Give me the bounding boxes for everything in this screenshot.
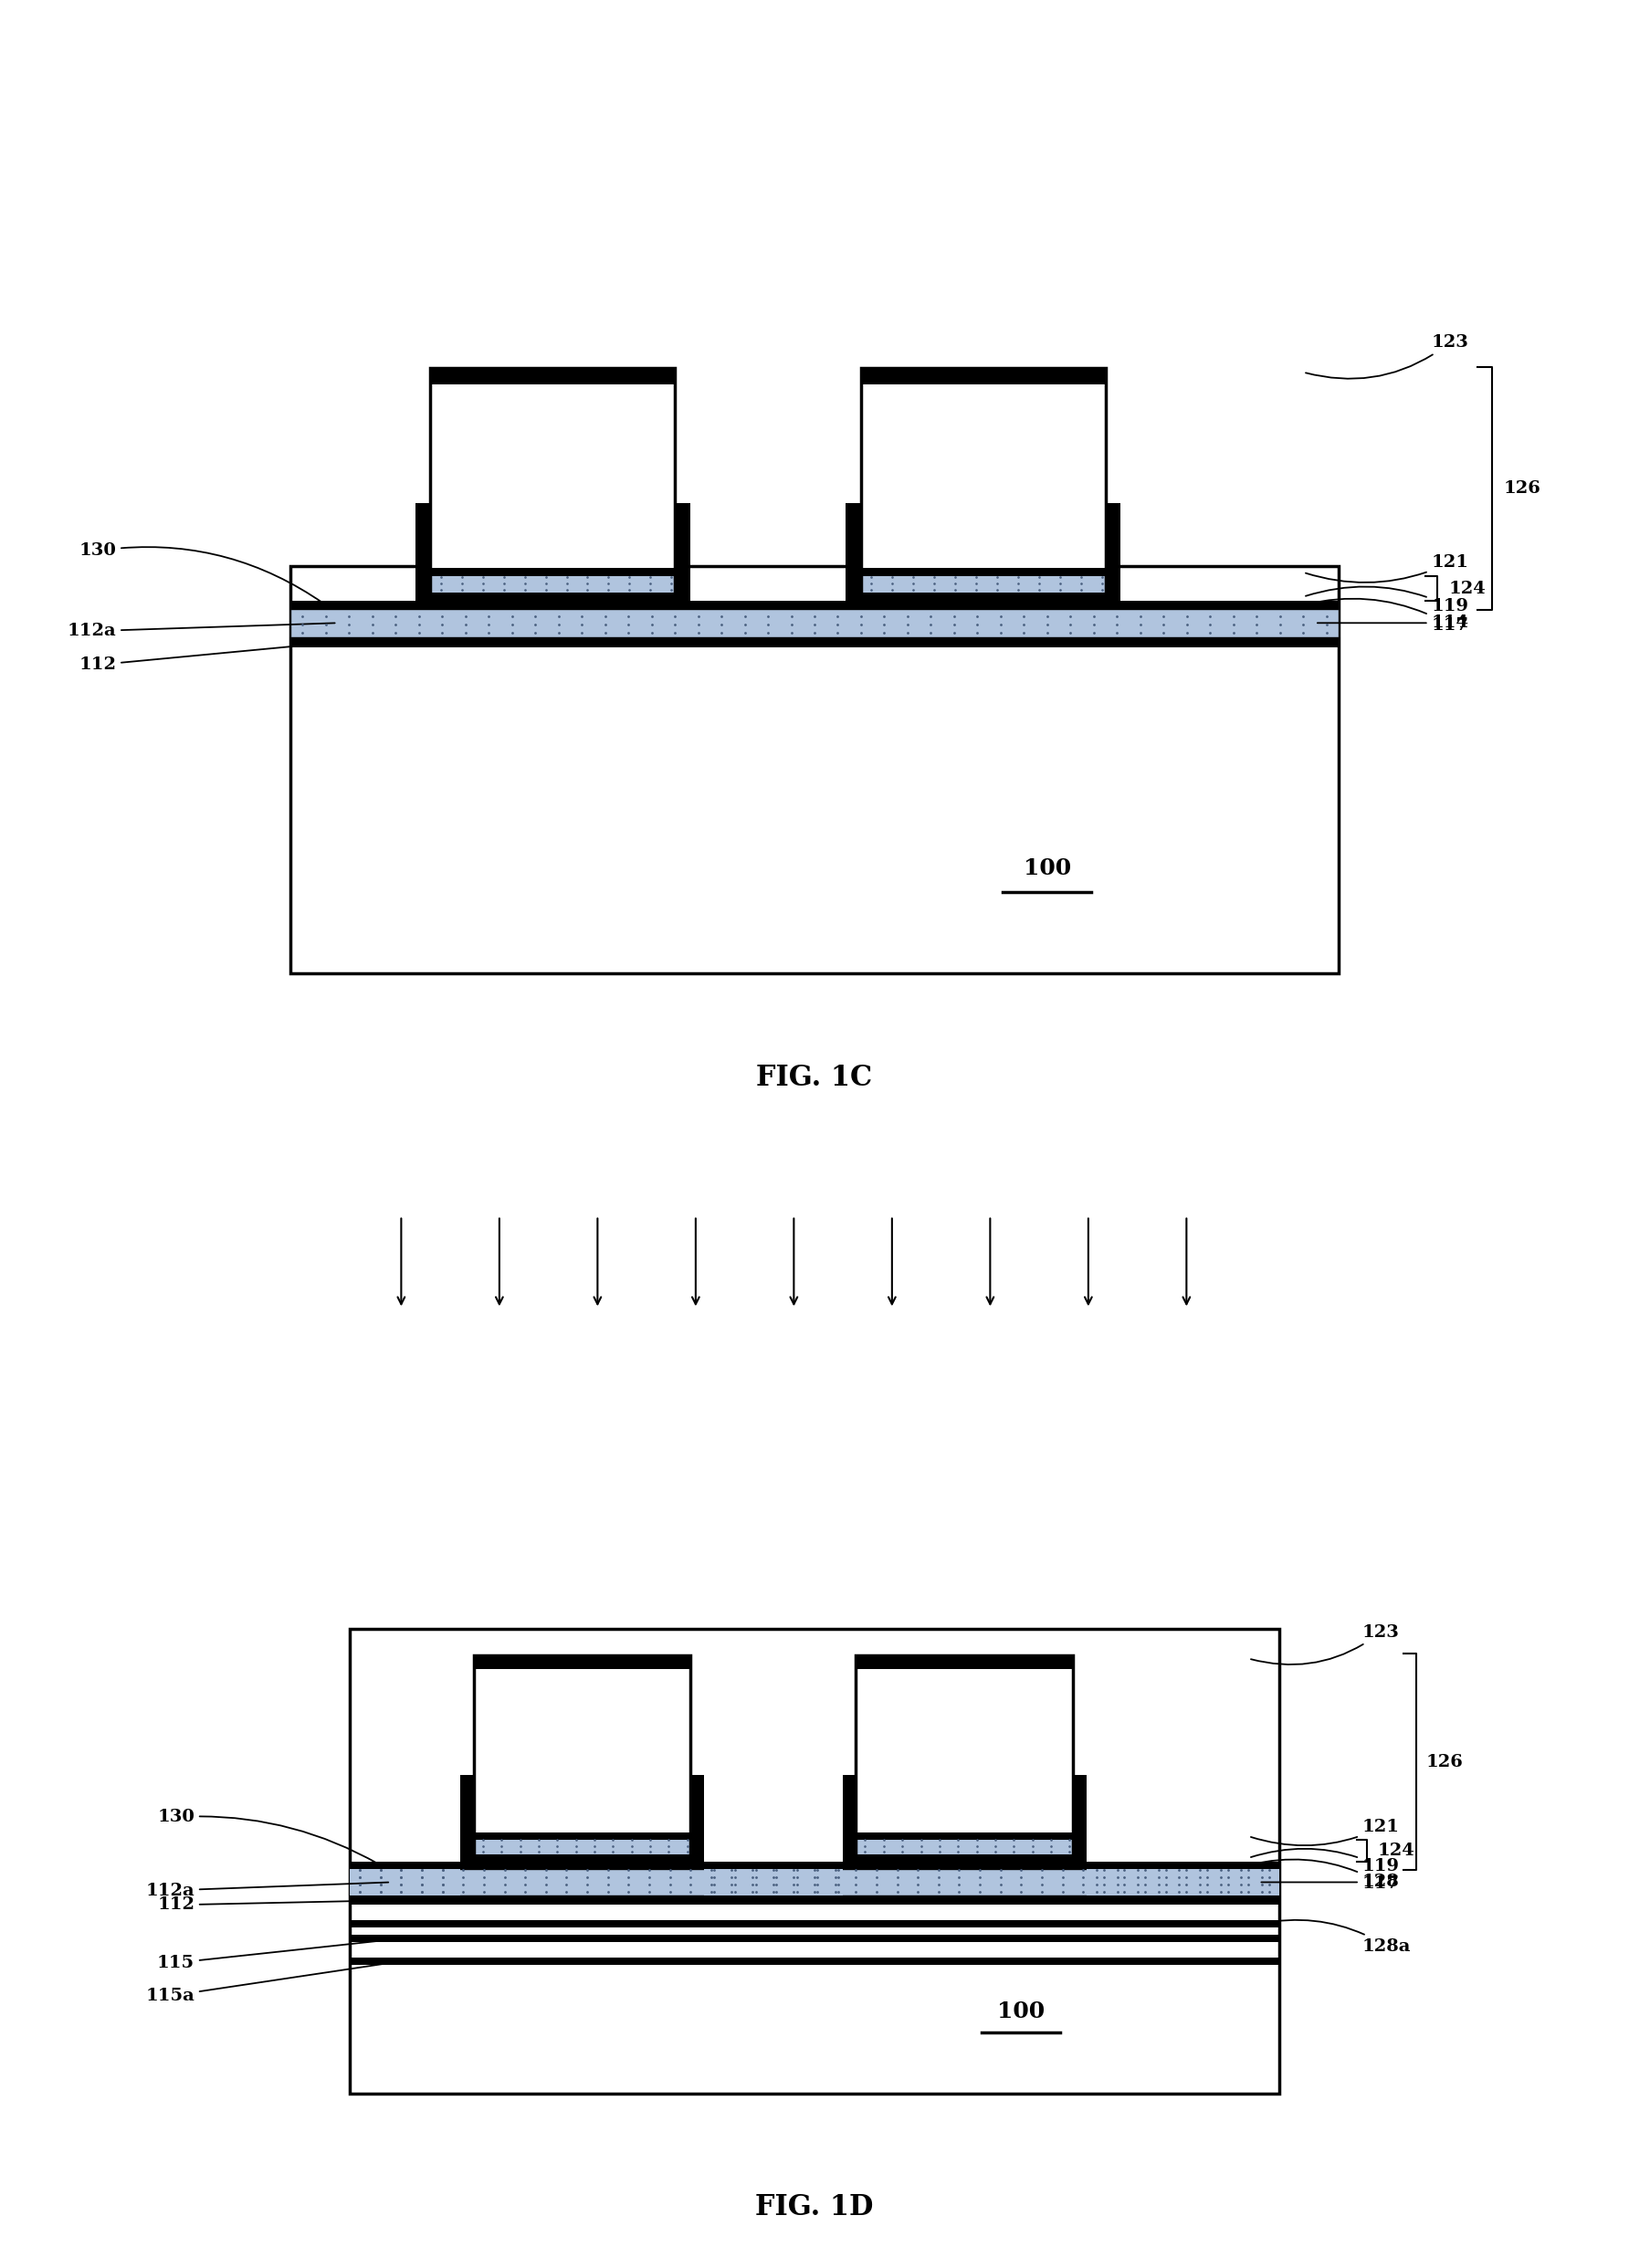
Bar [350,1921,1279,1928]
Bar [1087,1862,1279,1869]
Bar [292,601,1337,610]
Bar [430,569,674,576]
Bar [350,1957,1279,1964]
Text: 128a: 128a [1261,1921,1411,1955]
Bar [474,1833,691,1839]
Text: FIG. 1D: FIG. 1D [756,2193,873,2223]
Bar [430,383,674,569]
Text: 121: 121 [1306,553,1469,583]
Text: 117: 117 [1251,1860,1399,1892]
Text: 119: 119 [1306,587,1469,615]
Bar [855,1662,1074,1669]
Bar [1121,601,1337,610]
Text: 112a: 112a [67,624,336,640]
Bar [1087,1869,1279,1896]
Bar [855,1669,1074,1833]
Text: 115: 115 [156,1939,399,1971]
Bar [474,1839,691,1855]
Text: 100: 100 [1023,857,1070,880]
Bar [430,592,674,601]
Bar [862,367,1106,601]
Text: 124: 124 [1448,581,1486,596]
Bar [704,1869,842,1896]
Bar [862,576,1106,592]
Bar [1106,503,1121,601]
Bar [350,1862,1279,1869]
Text: 114: 114 [1318,615,1469,631]
Text: 126: 126 [1504,481,1541,497]
Text: 123: 123 [1251,1624,1399,1665]
Bar [691,1776,704,1862]
Bar [474,1662,691,1669]
Text: 112: 112 [78,642,336,674]
Text: 117: 117 [1306,599,1469,633]
Text: 128: 128 [1261,1873,1399,1892]
Bar [292,637,1337,646]
Text: 123: 123 [1306,333,1469,379]
Bar [350,1935,1279,1941]
Text: 121: 121 [1251,1819,1399,1846]
Bar [674,503,691,601]
Bar [292,610,1337,637]
Bar [862,383,1106,569]
Bar [474,1656,691,1862]
Bar [1074,1776,1087,1862]
Bar [862,569,1106,576]
Bar [855,1656,1074,1662]
Text: 112: 112 [156,1896,388,1914]
Bar [430,367,674,601]
Text: 115a: 115a [145,1962,399,2005]
Bar [350,1869,459,1896]
Bar [474,1669,691,1833]
Bar [842,1776,855,1862]
Bar [862,367,1106,376]
Bar [430,576,674,592]
Text: 112a: 112a [145,1882,388,1898]
Bar [855,1855,1074,1862]
Bar [474,1855,691,1862]
Bar [415,503,430,601]
Bar [350,1896,1279,1905]
Bar [862,592,1106,601]
Bar [855,1656,1074,1862]
Bar [704,1862,842,1869]
Text: 130: 130 [78,542,324,603]
Bar [292,601,415,610]
Bar [459,1776,474,1862]
Bar [350,1628,1279,2093]
Text: 126: 126 [1425,1753,1463,1769]
Text: 100: 100 [997,2000,1044,2023]
Text: 124: 124 [1378,1842,1416,1860]
Bar [350,1862,459,1869]
Bar [430,367,674,376]
Text: 119: 119 [1251,1848,1399,1876]
Text: 130: 130 [158,1810,378,1864]
Bar [855,1839,1074,1855]
Text: FIG. 1C: FIG. 1C [756,1064,873,1093]
Bar [862,376,1106,383]
Bar [474,1656,691,1662]
Bar [691,601,845,610]
Bar [845,503,862,601]
Bar [350,1869,1279,1896]
Bar [855,1833,1074,1839]
Bar [292,567,1337,973]
Bar [430,376,674,383]
